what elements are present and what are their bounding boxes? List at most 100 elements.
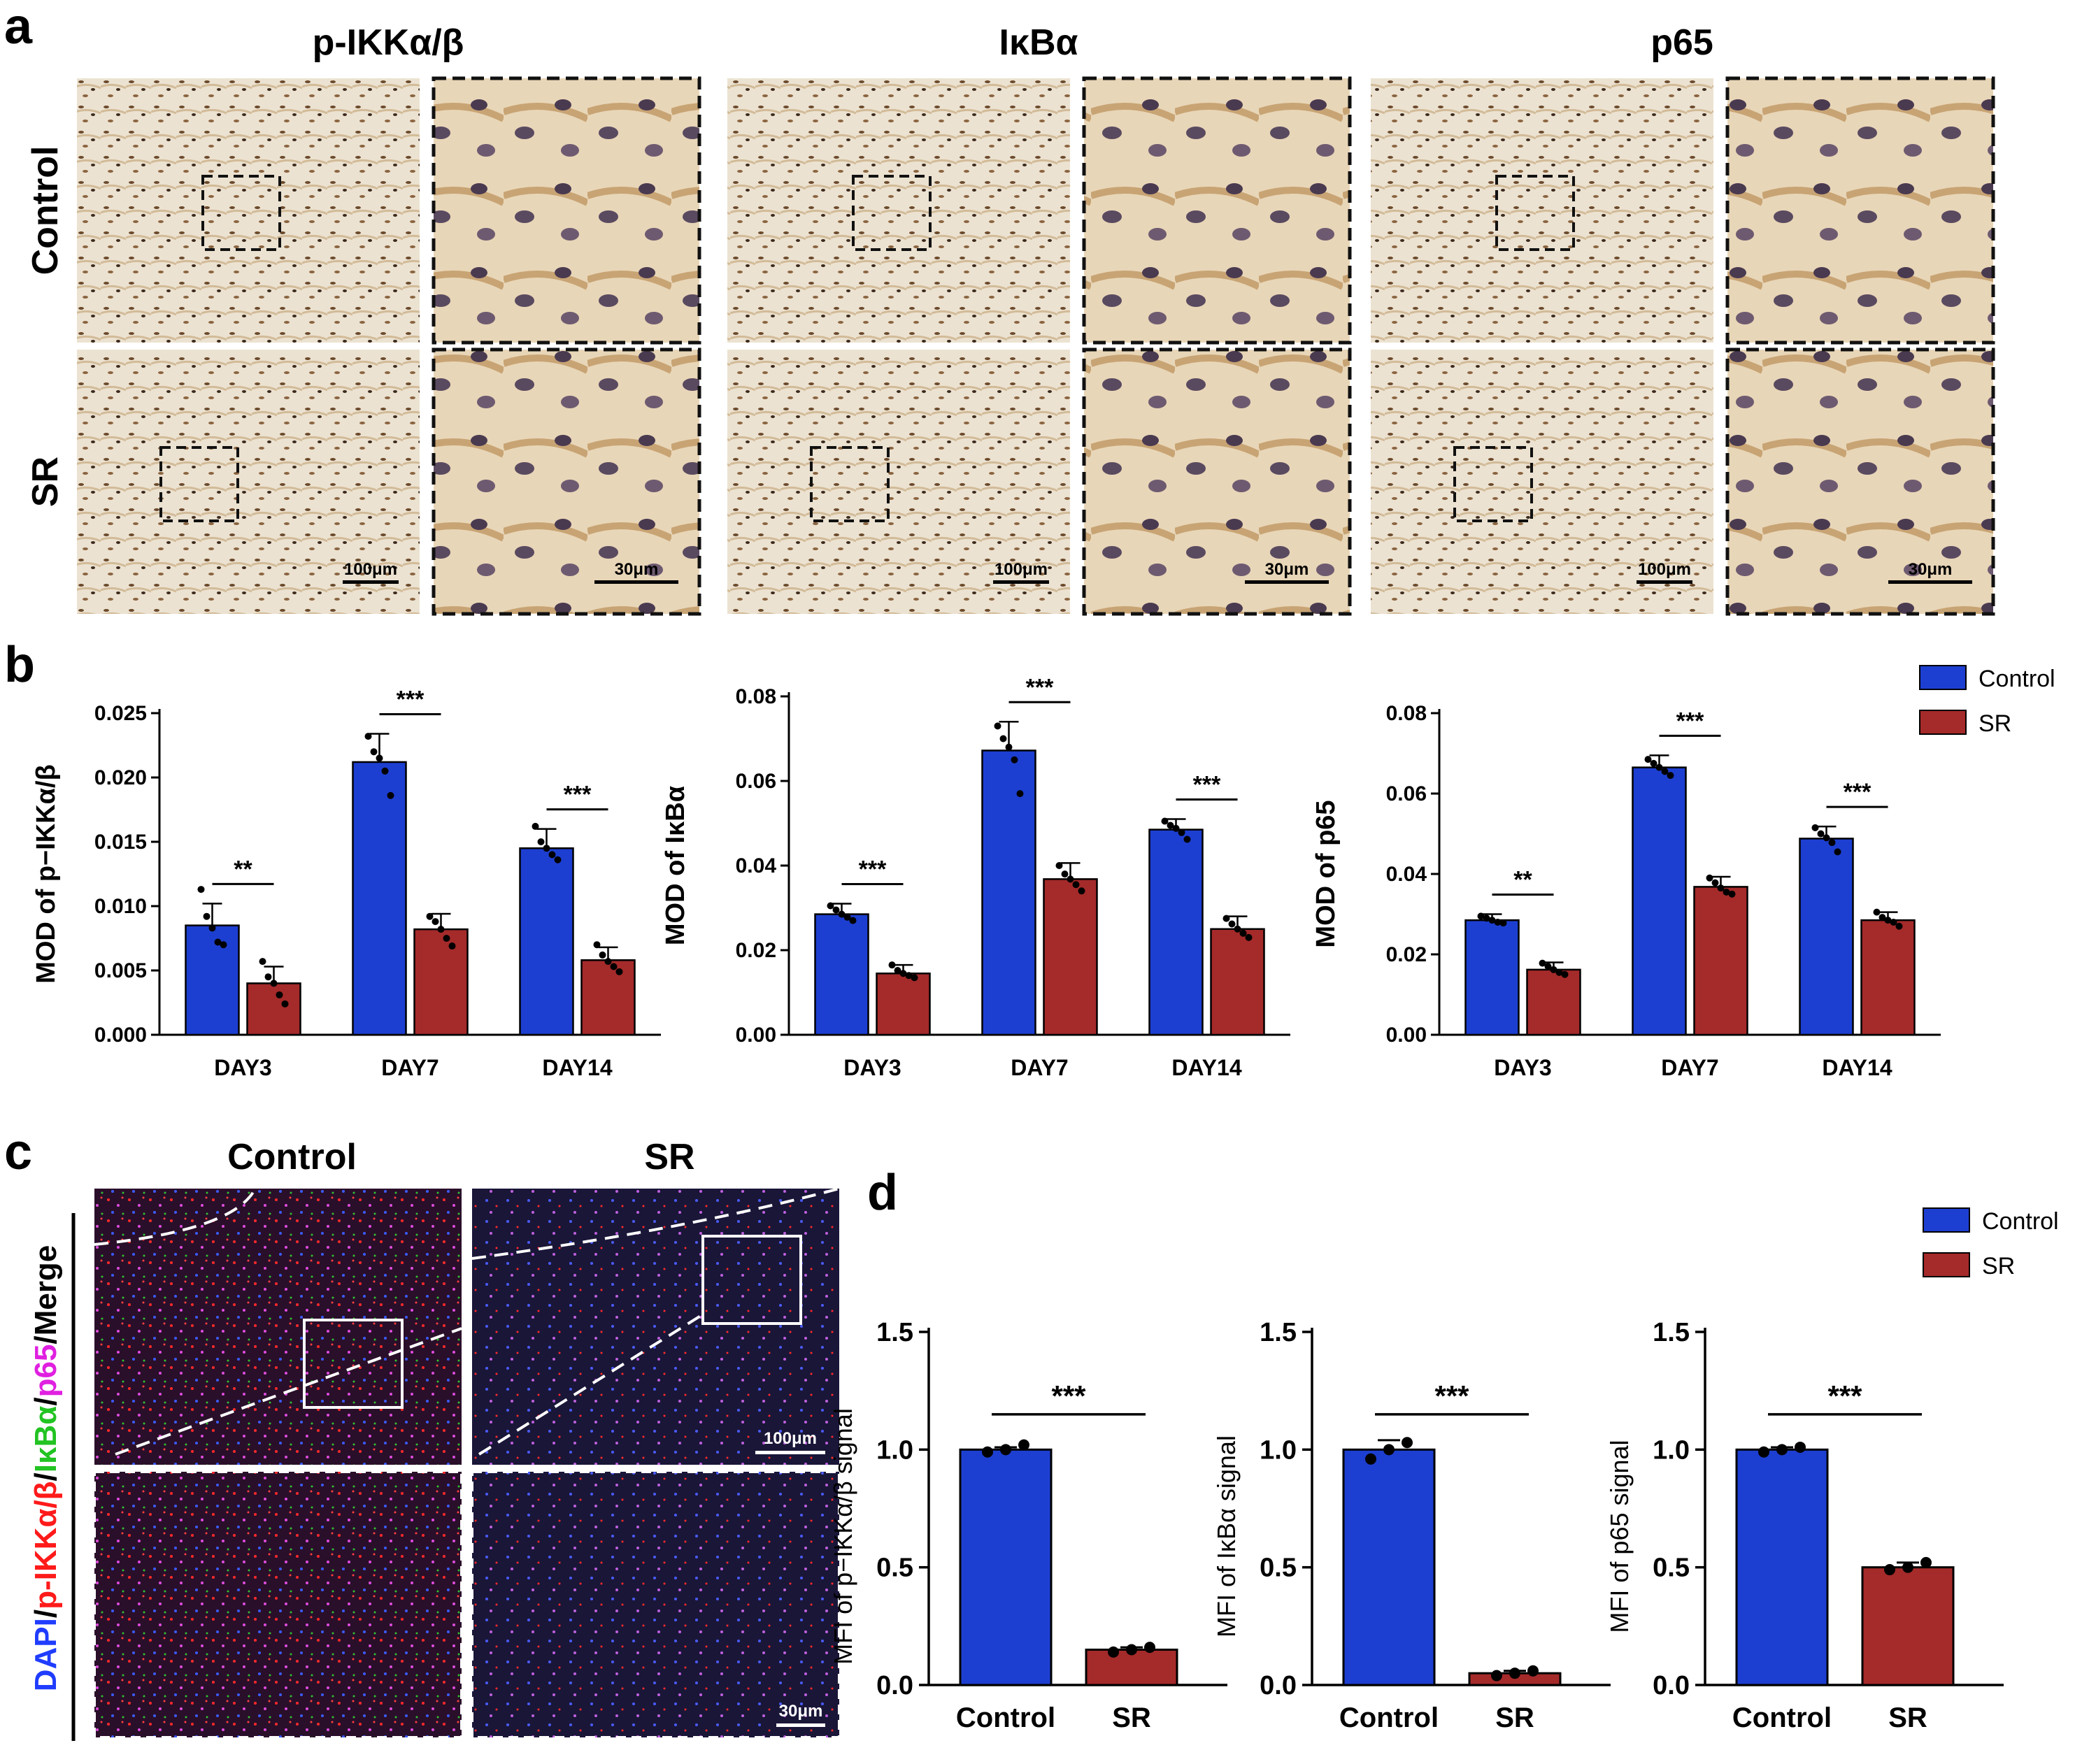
- data-point: [1884, 917, 1892, 924]
- ihc-image-overview: [77, 350, 420, 614]
- data-point: [197, 886, 205, 894]
- scale-bar: [343, 580, 399, 584]
- y-axis-label: MFI of p65 signal: [1605, 1440, 1634, 1633]
- legend-label: SR: [1982, 1253, 2015, 1279]
- data-point: [1018, 1439, 1029, 1451]
- y-axis-label: MOD of p65: [1311, 800, 1341, 947]
- data-point: [376, 754, 383, 762]
- y-tick-label: 0.02: [1386, 943, 1427, 966]
- data-point: [537, 838, 545, 845]
- panel-letter-b: b: [4, 637, 35, 693]
- data-point: [1644, 756, 1652, 763]
- data-point: [982, 1446, 993, 1458]
- data-point: [1488, 917, 1496, 924]
- y-tick-label: 0.00: [736, 1024, 776, 1047]
- data-point: [1544, 963, 1552, 970]
- y-tick-label: 0.000: [94, 1024, 147, 1047]
- data-point: [554, 856, 562, 863]
- data-point: [1723, 888, 1730, 896]
- y-axis-label: MOD of p−IKKα/β: [31, 764, 61, 984]
- data-point: [1144, 1642, 1155, 1654]
- y-tick-label: 0.04: [736, 854, 777, 877]
- data-point: [203, 912, 211, 920]
- scale-label: 100μm: [344, 560, 397, 579]
- data-point: [888, 961, 896, 969]
- data-point: [443, 935, 450, 942]
- bar-chart-b-2: 0.00 0.02 0.04 0.06 0.08 MOD of IκBα DAY3 *** DA…: [661, 674, 1290, 1080]
- panel-letter-c: c: [4, 1124, 32, 1180]
- data-point: [599, 951, 606, 959]
- y-tick-label: 0.5: [1653, 1554, 1690, 1583]
- data-point: [1555, 968, 1563, 976]
- data-point: [1811, 824, 1819, 831]
- bar-sr: [1861, 1566, 1955, 1686]
- zoom-region-box: [701, 1235, 802, 1325]
- bar-control: [1735, 1448, 1829, 1686]
- if-image-overview: [94, 1189, 462, 1465]
- x-tick-label: DAY14: [1171, 1055, 1241, 1080]
- data-point: [1239, 929, 1247, 937]
- bar-control: [519, 847, 574, 1036]
- data-point: [1527, 1665, 1539, 1677]
- bar-sr: [1860, 919, 1916, 1036]
- zoom-frame: [471, 1470, 841, 1739]
- bar-sr: [1693, 886, 1748, 1036]
- x-tick-label: Control: [1339, 1702, 1439, 1733]
- bar-sr: [1210, 928, 1265, 1036]
- column-title: p-IKKα/β: [313, 22, 464, 63]
- data-point: [437, 926, 445, 933]
- x-tick-label: DAY3: [214, 1055, 271, 1080]
- ihc-image-zoom: [1727, 78, 1993, 343]
- row-label: Control: [25, 146, 66, 275]
- zoom-region-box: [159, 446, 239, 522]
- bar-chart-d-2: 0.0 0.5 1.0 1.5 MFI of IκBα signal Control SR *…: [1212, 1318, 1611, 1733]
- x-tick-label: DAY7: [381, 1055, 439, 1080]
- data-point: [849, 917, 857, 924]
- data-point: [838, 910, 846, 918]
- data-point: [1890, 919, 1897, 926]
- significance-label: ***: [1676, 708, 1704, 734]
- ihc-image-zoom: [1727, 350, 1993, 614]
- ihc-image-overview: [1371, 350, 1713, 614]
- data-point: [1509, 1668, 1520, 1679]
- y-tick-label: 1.5: [876, 1318, 913, 1347]
- zoom-frame: [432, 347, 701, 616]
- data-point: [387, 791, 394, 799]
- data-point: [1234, 925, 1241, 933]
- channel-label-part: IκBα: [29, 1406, 63, 1473]
- y-tick-label: 0.015: [94, 831, 147, 854]
- y-tick-label: 0.0: [876, 1671, 913, 1700]
- data-point: [1667, 772, 1674, 780]
- data-point: [615, 968, 623, 975]
- channel-label-part: /Merge: [29, 1245, 63, 1344]
- x-tick-label: Control: [956, 1702, 1055, 1733]
- bar-chart-d-1: 0.0 0.5 1.0 1.5 MFI of p−IKKα/β signal Contro…: [829, 1318, 1227, 1733]
- data-point: [1228, 920, 1236, 928]
- data-point: [1061, 870, 1069, 878]
- zoom-frame: [93, 1470, 463, 1739]
- significance-label: **: [1513, 867, 1532, 894]
- data-point: [899, 970, 907, 977]
- ihc-image-overview: [727, 78, 1070, 343]
- scale-label: 100μm: [764, 1429, 817, 1448]
- x-tick-label: SR: [1888, 1702, 1927, 1733]
- scale-bar: [1245, 580, 1329, 584]
- panel-b: b 0.000 0.005 0.010 0.015 0.020 0.025 MOD of p−…: [4, 637, 2055, 1080]
- legend-swatch-sr: [1923, 1252, 1970, 1277]
- bar-sr: [580, 959, 636, 1036]
- bar-control: [352, 761, 407, 1036]
- significance-label: ***: [1193, 771, 1221, 798]
- panel-d: d Control SR 0.0 0.5 1.0 1.5 MFI of p−IKKα/β si…: [829, 1165, 2059, 1733]
- data-point: [905, 972, 913, 980]
- ihc-image-overview: [1371, 78, 1713, 343]
- data-point: [1661, 768, 1669, 775]
- scale-label: 100μm: [1638, 560, 1691, 579]
- channel-label-part: p65: [29, 1344, 63, 1398]
- data-point: [1795, 1441, 1806, 1453]
- data-point: [214, 938, 222, 946]
- y-tick-label: 1.0: [876, 1435, 913, 1465]
- bar-sr: [1526, 968, 1581, 1036]
- y-tick-label: 0.08: [736, 685, 776, 708]
- legend-label: Control: [1982, 1208, 2059, 1235]
